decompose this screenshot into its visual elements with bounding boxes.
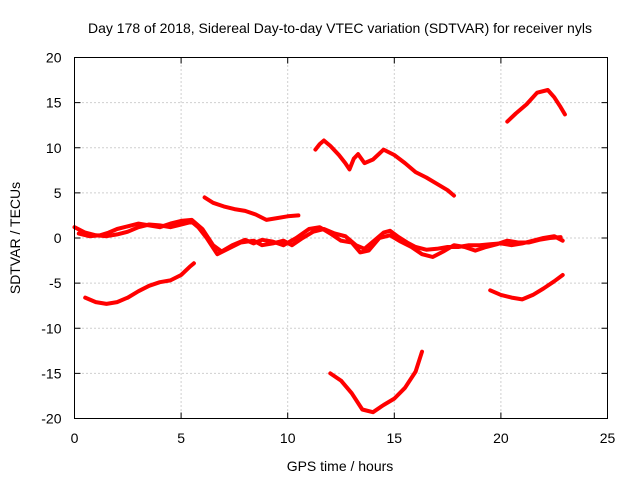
x-tick-label: 0: [71, 430, 79, 446]
axis-ticks: 0 5 10 15 20 25 -20 -15 -10 -5 0 5 10 15 20: [41, 50, 615, 447]
x-tick-label: 10: [280, 430, 296, 446]
chart-title: Day 178 of 2018, Sidereal Day-to-day VTE…: [88, 20, 592, 36]
y-tick-label: 5: [54, 185, 62, 201]
series-line-arc-5: [313, 138, 456, 198]
x-axis-label: GPS time / hours: [287, 458, 394, 474]
series-line-arc-8: [505, 88, 567, 124]
y-tick-label: 10: [46, 140, 62, 156]
series-line-arc-4: [202, 195, 301, 222]
y-axis-label: SDTVAR / TECUs: [7, 182, 23, 294]
y-tick-label: -15: [41, 365, 61, 381]
x-tick-label: 5: [177, 430, 185, 446]
y-tick-label: -5: [49, 275, 62, 291]
series-line-arc-2: [76, 217, 563, 259]
series-line-arc-6: [328, 349, 424, 415]
x-tick-label: 25: [600, 430, 616, 446]
data-series: [72, 88, 567, 415]
y-tick-label: -10: [41, 320, 61, 336]
y-tick-label: -20: [41, 411, 61, 427]
x-tick-label: 15: [387, 430, 403, 446]
x-tick-label: 20: [493, 430, 509, 446]
series-line-arc-7: [488, 273, 565, 302]
series-line-arc-3: [83, 261, 196, 306]
y-tick-label: 0: [54, 230, 62, 246]
y-tick-label: 20: [46, 50, 62, 66]
y-tick-label: 15: [46, 95, 62, 111]
